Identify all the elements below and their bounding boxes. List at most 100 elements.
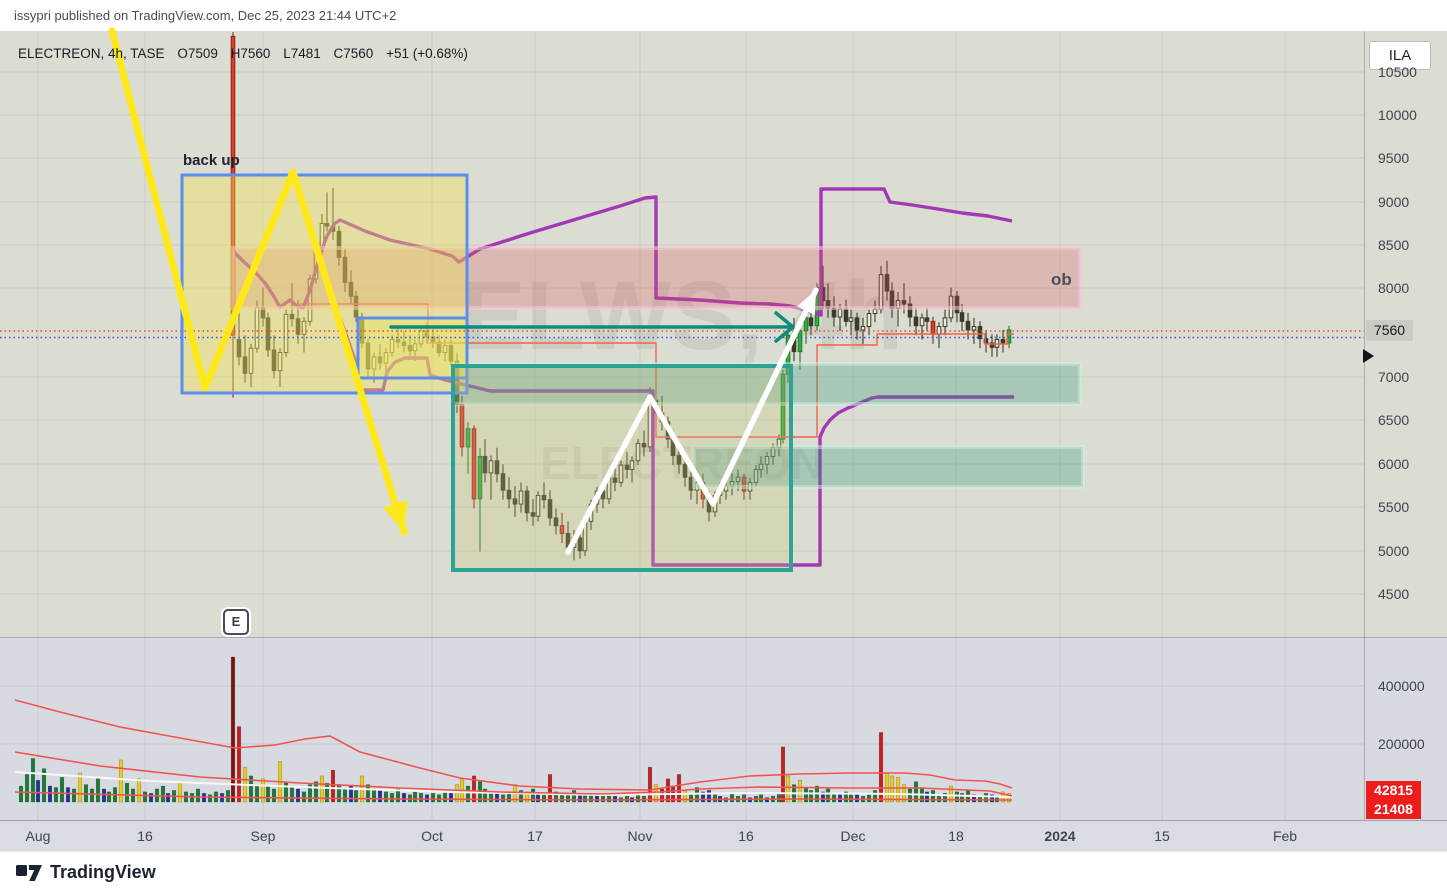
- volume-bar: [837, 794, 843, 803]
- price-tick-label: 6000: [1378, 456, 1410, 472]
- volume-bar: [482, 788, 488, 803]
- candle-body: [295, 318, 301, 335]
- volume-bar: [324, 782, 330, 803]
- pane-separator[interactable]: [0, 637, 1447, 638]
- volume-bar: [418, 793, 424, 803]
- candle-body: [942, 317, 948, 328]
- volume-bar: [471, 775, 477, 803]
- volume-bar: [18, 785, 24, 803]
- volume-badge: 42815: [1366, 781, 1421, 800]
- candle-body: [277, 352, 283, 372]
- volume-bar: [383, 791, 389, 803]
- price-tick-label: 200000: [1378, 736, 1425, 752]
- volume-bar: [831, 793, 837, 803]
- volume-bar: [948, 785, 954, 803]
- volume-bar: [553, 791, 559, 803]
- volume-bar: [189, 793, 195, 803]
- candle-body: [907, 303, 913, 318]
- time-tick-label: Dec: [840, 828, 866, 844]
- volume-bar: [712, 794, 718, 803]
- candle-body: [577, 537, 583, 552]
- candle-body: [635, 442, 641, 462]
- ob-label[interactable]: ob: [1051, 270, 1072, 289]
- candle-body: [808, 317, 814, 327]
- candle-body: [436, 341, 442, 354]
- volume-bar: [694, 787, 700, 803]
- candle-body: [389, 339, 395, 354]
- volume-bar: [59, 777, 65, 803]
- candle-body: [395, 339, 401, 343]
- volume-ma-red: [14, 699, 1013, 791]
- candle-body: [348, 281, 354, 297]
- demand-band-2: [692, 445, 1085, 489]
- candle-body: [735, 476, 741, 483]
- volume-bar: [676, 774, 682, 803]
- volume-bar: [430, 793, 436, 803]
- candle-body: [365, 342, 371, 370]
- candle-body: [535, 494, 541, 517]
- candle-body: [919, 317, 925, 327]
- volume-bar: [983, 793, 989, 803]
- candle-body: [936, 326, 942, 335]
- time-tick-label: 2024: [1044, 828, 1076, 844]
- volume-bar: [65, 787, 71, 803]
- candle-body: [377, 356, 383, 364]
- price-tick-label: 8500: [1378, 237, 1410, 253]
- candle-body: [301, 320, 307, 335]
- volume-bar: [659, 788, 665, 803]
- volume-bar: [160, 785, 166, 803]
- volume-bar: [942, 793, 948, 803]
- time-axis[interactable]: [0, 820, 1447, 851]
- footer-bar: [0, 851, 1447, 896]
- candle-body: [965, 320, 971, 331]
- price-tick-label: 6500: [1378, 412, 1410, 428]
- volume-bar: [371, 788, 377, 803]
- ohlc-change: +51 (+0.68%): [386, 46, 468, 61]
- tradingview-logo[interactable]: TradingView: [16, 862, 156, 883]
- back-up-label[interactable]: back up: [183, 152, 240, 169]
- volume-pane[interactable]: [0, 637, 1447, 820]
- volume-bar: [582, 794, 588, 803]
- volume-bar: [895, 777, 901, 803]
- price-axis-border: [1364, 31, 1365, 820]
- candle-body: [741, 476, 747, 492]
- yellow-zigzag-arrow-head-icon: [383, 500, 408, 532]
- volume-bar: [77, 772, 83, 803]
- volume-bar: [954, 791, 960, 803]
- published-text: issypri published on TradingView.com, De…: [14, 8, 397, 23]
- teal-box: [451, 364, 793, 572]
- time-tick-label: Sep: [250, 828, 276, 844]
- volume-bar: [571, 790, 577, 803]
- currency-badge[interactable]: ILA: [1369, 41, 1431, 70]
- candle-body: [854, 317, 860, 331]
- candle-body: [797, 330, 803, 353]
- candle-body: [494, 460, 500, 475]
- price-pane[interactable]: [0, 31, 1447, 637]
- candle-body: [482, 455, 488, 474]
- symbol-legend[interactable]: ELECTREON, 4h, TASE O7509 H7560 L7481 C7…: [18, 46, 477, 61]
- candle-body: [884, 274, 890, 292]
- candle-body: [983, 338, 989, 344]
- volume-bar: [106, 791, 112, 803]
- time-tick-label: 17: [527, 828, 543, 844]
- ob-zone-pink: [231, 246, 1082, 310]
- volume-bar: [848, 794, 854, 803]
- candle-body: [265, 317, 271, 351]
- earnings-marker[interactable]: E: [223, 609, 249, 635]
- candle-body: [753, 468, 759, 483]
- ohlc-close: C7560: [333, 46, 374, 61]
- volume-bar: [236, 726, 242, 803]
- volume-bar: [148, 793, 154, 803]
- price-tick-label: 10500: [1378, 64, 1417, 80]
- time-tick-label: 15: [1154, 828, 1170, 844]
- candle-body: [913, 316, 919, 327]
- volume-badge: 21408: [1366, 800, 1421, 819]
- volume-bar: [136, 778, 142, 803]
- volume-bar: [442, 791, 448, 803]
- current-price-badge: 7560: [1366, 320, 1413, 341]
- blue-box-large: [180, 173, 469, 395]
- volume-bar: [530, 788, 536, 803]
- volume-bar: [924, 791, 930, 803]
- volume-ma-red: [14, 791, 1013, 801]
